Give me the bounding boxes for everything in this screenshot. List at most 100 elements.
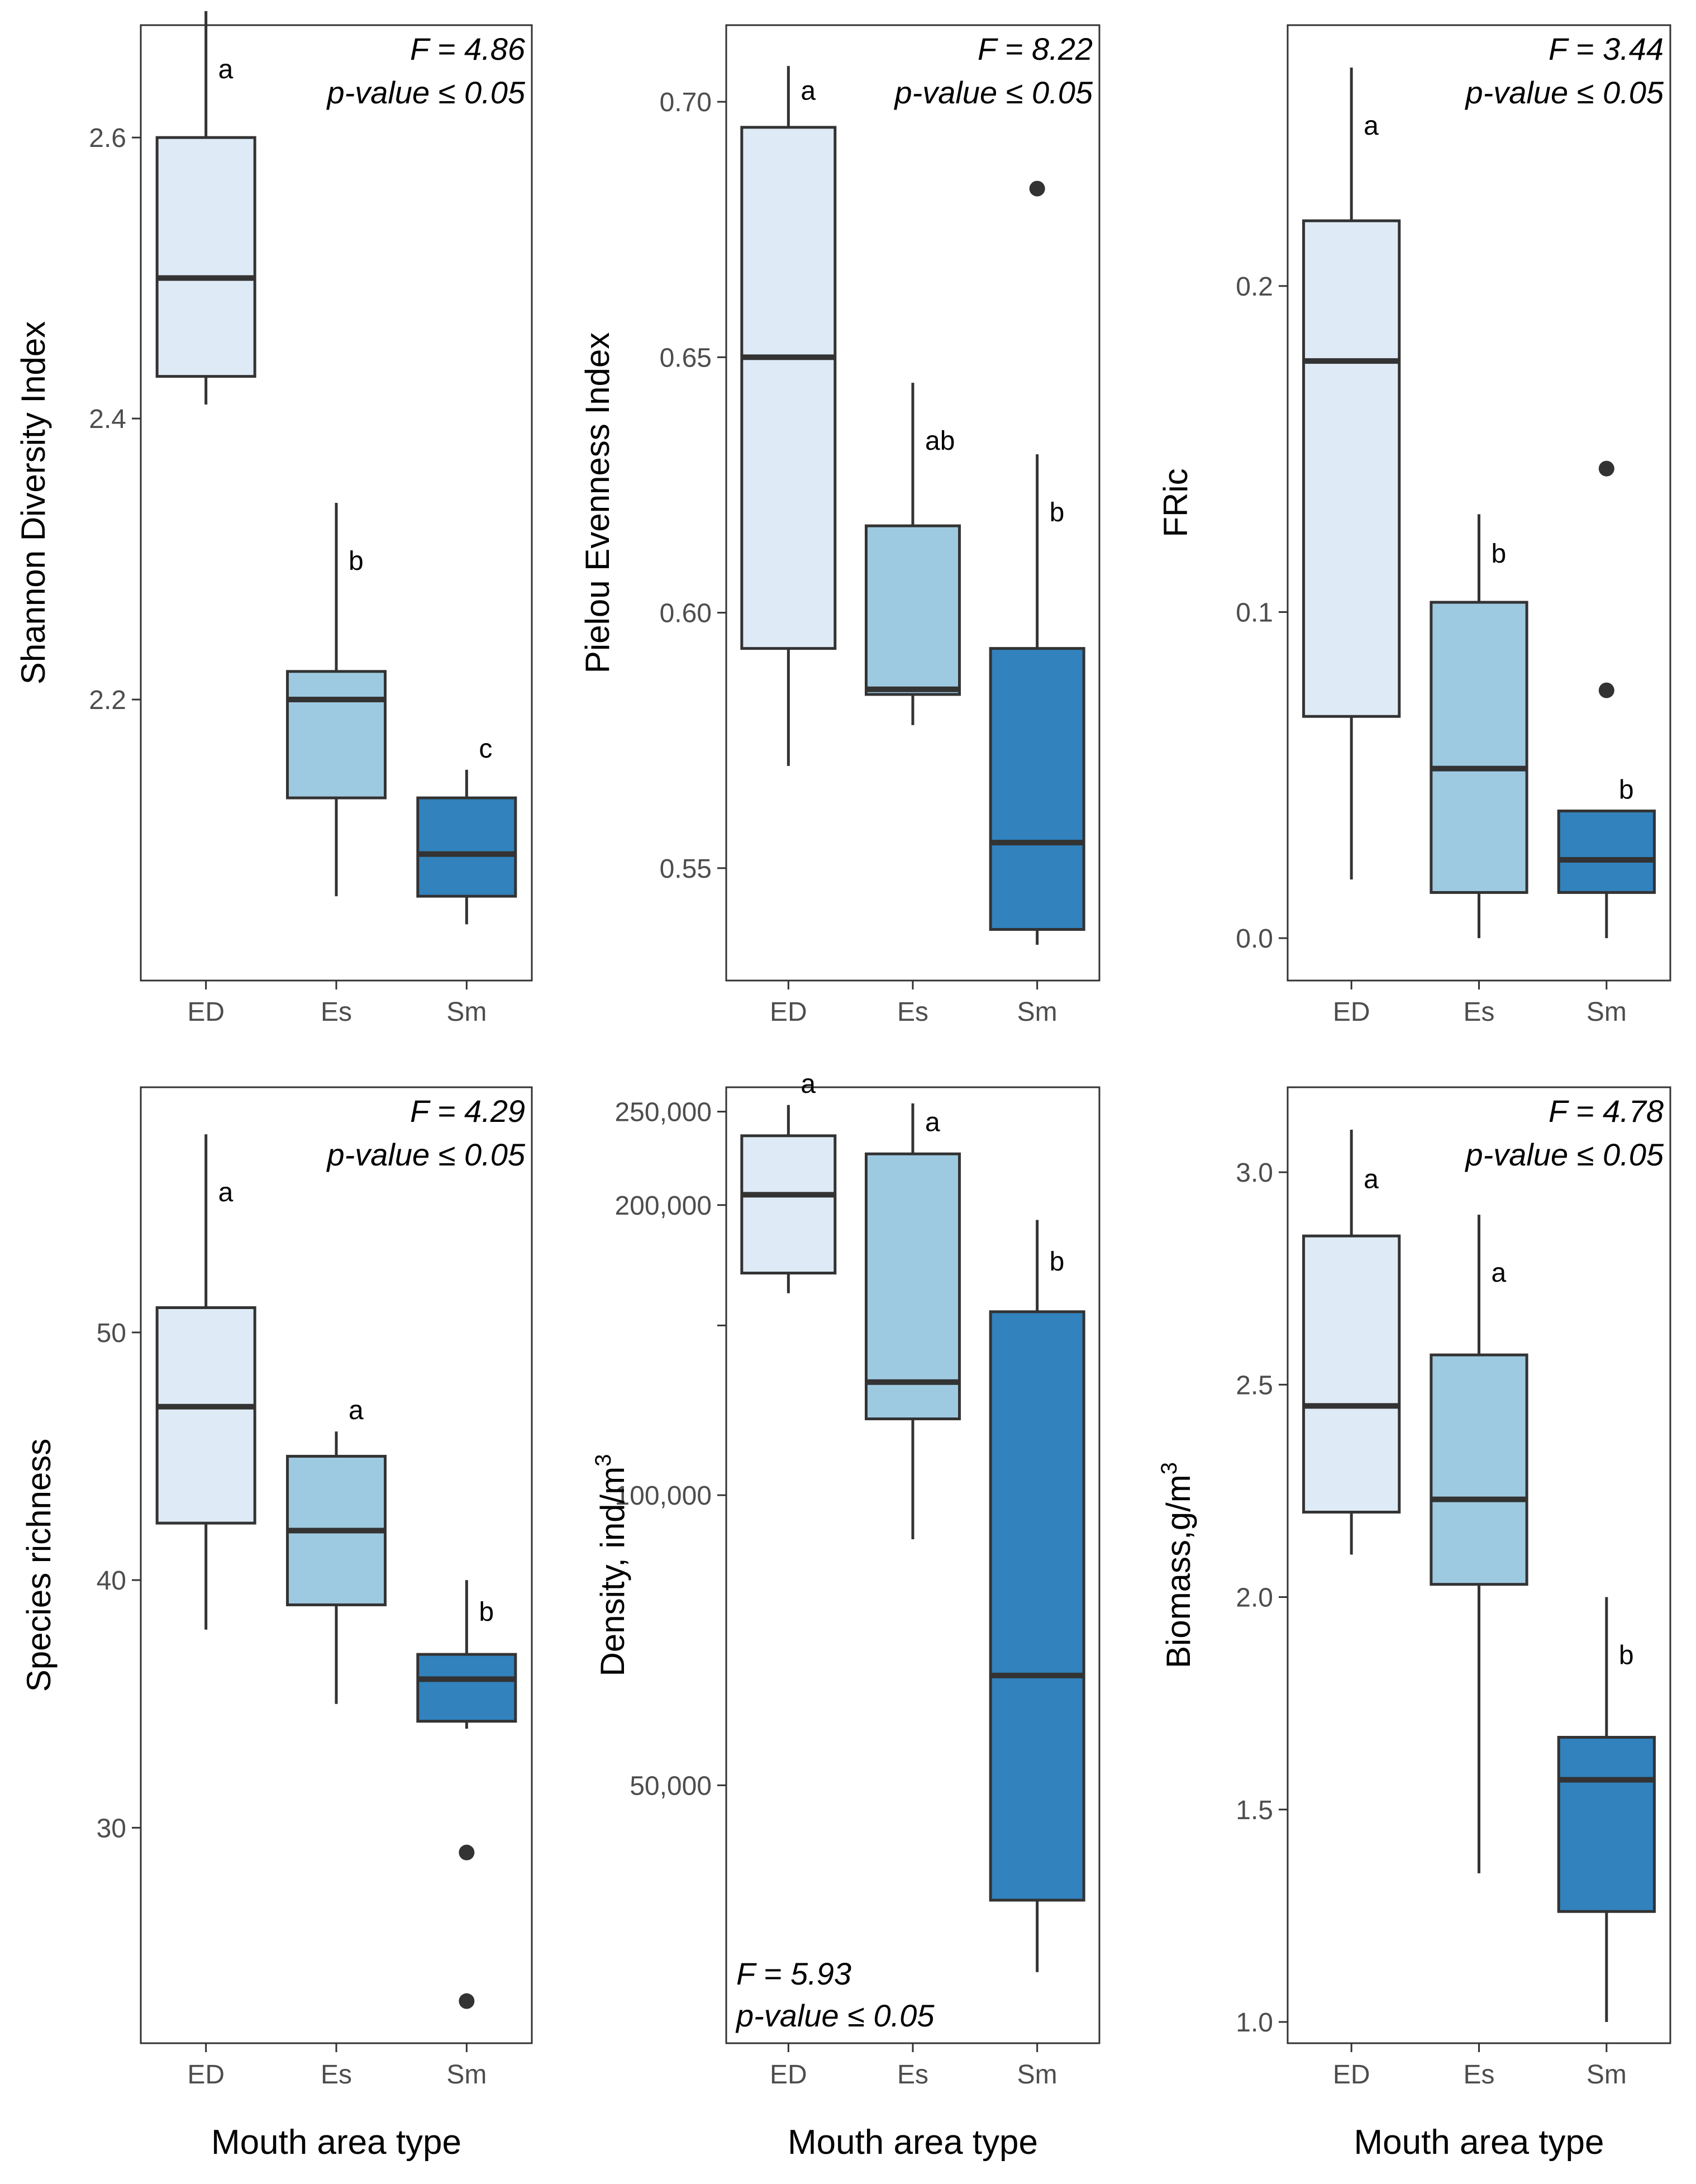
box-Sm: b [1557, 1597, 1656, 2022]
y-tick-label: 0.55 [660, 854, 712, 884]
box-Es: a [1430, 1215, 1528, 1873]
box-Es: ab [865, 383, 961, 725]
x-tick-label: Es [1463, 997, 1494, 1027]
significance-letter: b [349, 546, 364, 576]
y-tick-label: 50,000 [630, 1771, 712, 1801]
iqr-box [416, 796, 517, 898]
box-ED: a [155, 1134, 256, 1630]
iqr-box [1302, 219, 1401, 718]
panel-fric: 0.0 0.1 0.2 ED Es Sm a b b F = 3.44 p-value ≤ 0.05… [1157, 24, 1671, 1027]
y-axis-title: Species richness [20, 1439, 58, 1692]
y-axis-title-sup: 3 [1157, 1462, 1182, 1474]
x-tick-label: Sm [1587, 2060, 1627, 2090]
box-Es: b [1430, 514, 1528, 939]
significance-letter: b [1050, 1247, 1065, 1277]
box-Sm: b [989, 1220, 1085, 1972]
stat-p: p-value ≤ 0.05 [326, 75, 525, 110]
iqr-box [989, 647, 1085, 931]
stat-p: p-value ≤ 0.05 [1464, 1137, 1664, 1172]
iqr-box [740, 126, 837, 650]
y-tick-label: 2.6 [89, 123, 126, 153]
box-ED: a [155, 11, 256, 405]
iqr-box [155, 136, 256, 378]
x-tick-label: Sm [1017, 997, 1057, 1027]
x-tick-label: Es [897, 997, 928, 1027]
x-tick-label: ED [770, 2060, 807, 2090]
x-axis-title: Mouth area type [211, 2123, 461, 2162]
x-tick-label: Es [897, 2060, 928, 2090]
box-Es: a [865, 1103, 961, 1540]
stat-f: F = 4.86 [410, 31, 526, 66]
y-tick-label: 3.0 [1236, 1158, 1273, 1188]
x-tick-label: Sm [1017, 2060, 1057, 2090]
significance-letter: b [1619, 775, 1634, 805]
iqr-box [1557, 810, 1656, 894]
outlier-point [459, 1993, 475, 2009]
y-tick-label: 0.65 [660, 343, 712, 373]
iqr-box [865, 1152, 961, 1421]
iqr-box [989, 1310, 1085, 1902]
y-tick-label: 50 [97, 1319, 126, 1348]
iqr-box [286, 670, 387, 800]
box-Es: b [286, 503, 387, 897]
iqr-box [1557, 1735, 1656, 1913]
stat-p: p-value ≤ 0.05 [893, 75, 1093, 110]
iqr-box [155, 1306, 256, 1525]
x-tick-label: ED [1333, 2060, 1370, 2090]
y-axis-title: Pielou Evenness Index [579, 332, 616, 673]
significance-letter: a [925, 1108, 940, 1138]
y-tick-label: 2.2 [89, 686, 126, 715]
panel-shannon: 2.2 2.4 2.6 ED Es Sm a b c F = 4.86 p-value ≤ 0.05… [15, 11, 533, 1027]
y-tick-label: 0.0 [1236, 924, 1273, 954]
x-tick-label: ED [770, 997, 807, 1027]
y-tick-label: 200,000 [614, 1191, 712, 1221]
stat-f: F = 4.78 [1549, 1093, 1664, 1129]
x-tick-label: ED [187, 2060, 225, 2090]
x-tick-label: Sm [1587, 997, 1627, 1027]
y-tick-label: 0.2 [1236, 272, 1273, 302]
significance-letter: b [1050, 498, 1065, 527]
significance-letter: b [479, 1597, 494, 1627]
stat-f: F = 5.93 [736, 1956, 851, 1991]
x-tick-label: ED [187, 997, 225, 1027]
significance-letter: b [1492, 539, 1507, 569]
box-Sm: c [416, 734, 517, 925]
significance-letter: a [1492, 1258, 1507, 1288]
box-Sm: b [1557, 460, 1656, 939]
y-tick-label: 1.0 [1236, 2008, 1273, 2038]
outlier-point [1598, 460, 1614, 477]
significance-letter: a [349, 1396, 364, 1425]
significance-letter: a [218, 55, 234, 84]
y-axis-title: Shannon Diversity Index [15, 321, 52, 684]
x-tick-label: Sm [446, 2060, 487, 2090]
y-tick-label: 2.5 [1236, 1371, 1273, 1400]
stat-p: p-value ≤ 0.05 [326, 1137, 525, 1172]
y-tick-label: 2.4 [89, 405, 126, 434]
y-tick-label: 100,000 [614, 1481, 712, 1511]
y-tick-label: 250,000 [614, 1098, 712, 1127]
y-axis-title: FRic [1157, 468, 1194, 537]
y-tick-label: 2.0 [1236, 1583, 1273, 1613]
y-axis-title-sup: 3 [591, 1454, 616, 1467]
outlier-point [1029, 180, 1045, 197]
x-tick-label: Es [321, 997, 352, 1027]
iqr-box [1430, 1353, 1528, 1586]
y-axis-title: Biomass,g/m3 [1157, 1462, 1197, 1668]
x-tick-label: ED [1333, 997, 1370, 1027]
x-tick-label: Sm [446, 997, 487, 1027]
panel-biomass: 1.0 1.5 2.0 2.5 3.0 ED Es Sm a a b F = 4.78 p-value … [1157, 1086, 1671, 2162]
y-tick-label: 1.5 [1236, 1796, 1273, 1825]
stat-f: F = 8.22 [978, 31, 1093, 66]
x-axis-title: Mouth area type [1354, 2123, 1604, 2162]
stat-p: p-value ≤ 0.05 [1464, 75, 1664, 110]
significance-letter: c [479, 734, 492, 764]
y-axis-title-main: Biomass,g/m [1160, 1474, 1197, 1668]
x-tick-label: Es [321, 2060, 352, 2090]
panel-richness: 30 40 50 ED Es Sm a a b F = 4.29 p-value ≤ 0.05 Spe… [20, 1086, 533, 2162]
y-tick-label: 0.60 [660, 599, 712, 629]
box-ED: a [740, 66, 837, 766]
significance-letter: ab [925, 426, 955, 456]
iqr-box [1430, 601, 1528, 894]
significance-letter: b [1619, 1641, 1634, 1671]
